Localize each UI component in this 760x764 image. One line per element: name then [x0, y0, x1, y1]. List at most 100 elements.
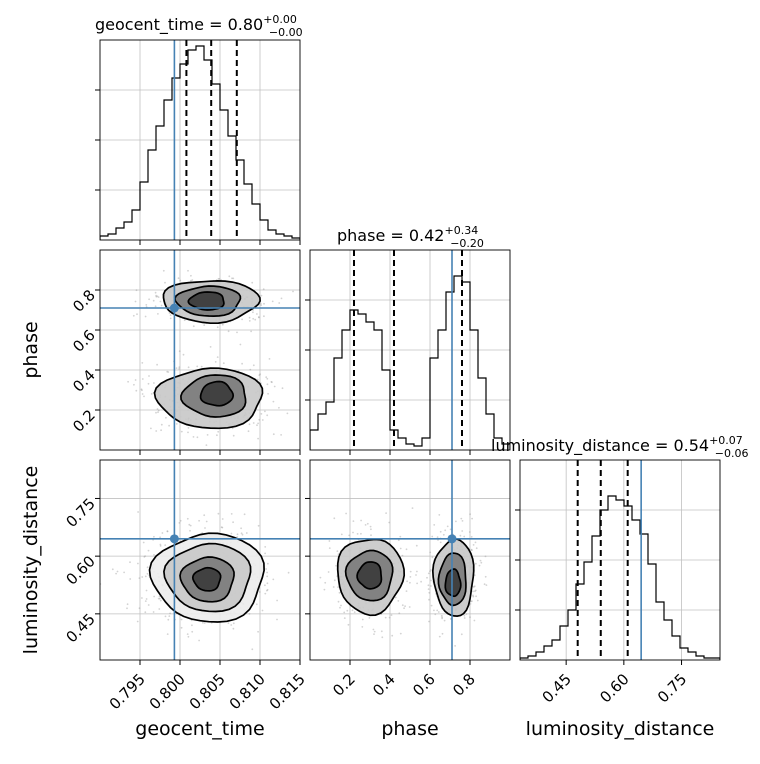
sample-point: [257, 437, 259, 440]
sample-point: [384, 616, 387, 619]
sample-point: [258, 418, 261, 421]
sample-point: [409, 570, 412, 573]
sample-point: [434, 613, 437, 616]
sample-point: [166, 370, 169, 373]
sample-point: [343, 611, 346, 614]
sample-point: [167, 371, 170, 373]
sample-point: [187, 635, 190, 638]
sample-point: [144, 315, 147, 318]
sample-point: [427, 588, 430, 590]
sample-point: [145, 598, 148, 600]
sample-point: [473, 619, 476, 622]
sample-point: [153, 382, 155, 384]
sample-point: [455, 520, 457, 523]
x-tick-label-phase: 0.6: [409, 670, 439, 700]
sample-point: [206, 434, 209, 436]
sample-point: [187, 427, 190, 429]
sample-point: [180, 430, 183, 433]
x-tick-label-luminosity-distance: 0.45: [539, 670, 575, 706]
sample-point: [141, 378, 144, 380]
sample-point: [236, 331, 238, 334]
sample-point: [446, 525, 449, 528]
sample-point: [159, 543, 162, 546]
sample-point: [436, 609, 439, 612]
sample-point: [160, 429, 163, 432]
sample-point: [390, 614, 393, 616]
sample-point: [157, 296, 160, 298]
sample-point: [217, 278, 220, 280]
y-tick-label-phase: 0.2: [69, 406, 99, 436]
title-luminosity-distance: luminosity_distance = 0.54+0.07 −0.06: [491, 434, 749, 460]
sample-point: [247, 430, 250, 433]
sample-point: [472, 586, 475, 588]
sample-point: [461, 520, 464, 522]
sample-point: [430, 579, 432, 582]
sample-point: [397, 600, 400, 602]
sample-point: [231, 427, 234, 430]
sample-point: [427, 572, 430, 575]
sample-point: [278, 406, 280, 409]
sample-point: [441, 632, 444, 635]
hist-steps-luminosity-distance: [520, 495, 720, 660]
sample-point: [153, 554, 155, 556]
sample-point: [158, 597, 161, 600]
hist-steps-geocent-time: [100, 45, 300, 240]
x-axis-label-phase: phase: [381, 718, 438, 740]
sample-point: [169, 612, 172, 615]
sample-point: [356, 533, 359, 535]
sample-point: [415, 574, 417, 576]
x-tick-label-phase: 0.4: [369, 670, 399, 700]
sample-point: [169, 317, 172, 320]
sample-point: [431, 535, 434, 538]
sample-point: [346, 609, 349, 612]
sample-point: [196, 436, 199, 439]
sample-point: [203, 324, 206, 326]
sample-point: [143, 556, 146, 558]
sample-point: [144, 575, 147, 578]
sample-point: [158, 595, 161, 598]
sample-point: [129, 561, 131, 564]
sample-point: [470, 548, 473, 551]
sample-point: [305, 394, 307, 396]
sample-point: [460, 517, 463, 520]
sample-point: [129, 578, 132, 580]
sample-point: [266, 589, 268, 592]
pair-panel-luminosity-distance-vs-phase: [305, 459, 511, 665]
sample-point: [186, 517, 189, 520]
sample-point: [266, 377, 269, 380]
sample-point: [154, 305, 157, 308]
truth-marker: [169, 534, 179, 544]
sample-point: [415, 544, 418, 547]
sample-point: [470, 536, 473, 538]
sample-point: [473, 585, 476, 588]
sample-point: [141, 576, 144, 578]
sample-point: [175, 423, 178, 425]
sample-point: [144, 555, 147, 557]
sample-point: [141, 597, 143, 599]
sample-point: [165, 416, 167, 419]
sample-point: [241, 362, 244, 365]
sample-point: [480, 561, 483, 564]
sample-point: [404, 605, 406, 608]
sample-point: [202, 621, 204, 624]
sample-point: [218, 278, 221, 280]
sample-point: [271, 381, 273, 384]
sample-point: [319, 588, 321, 590]
sample-point: [361, 626, 364, 628]
sample-point: [469, 513, 471, 516]
sample-point: [272, 433, 275, 436]
sample-point: [440, 614, 443, 617]
sample-point: [444, 529, 447, 532]
sample-point: [398, 612, 401, 615]
sample-point: [239, 343, 242, 346]
sample-point: [243, 513, 246, 516]
sample-point: [278, 302, 281, 304]
contour-level-1: [356, 561, 383, 590]
sample-point: [252, 422, 255, 424]
sample-point: [209, 346, 212, 348]
sample-point: [178, 366, 181, 369]
sample-point: [123, 571, 125, 574]
sample-point: [141, 393, 144, 395]
sample-point: [155, 430, 158, 432]
sample-point: [231, 277, 233, 280]
